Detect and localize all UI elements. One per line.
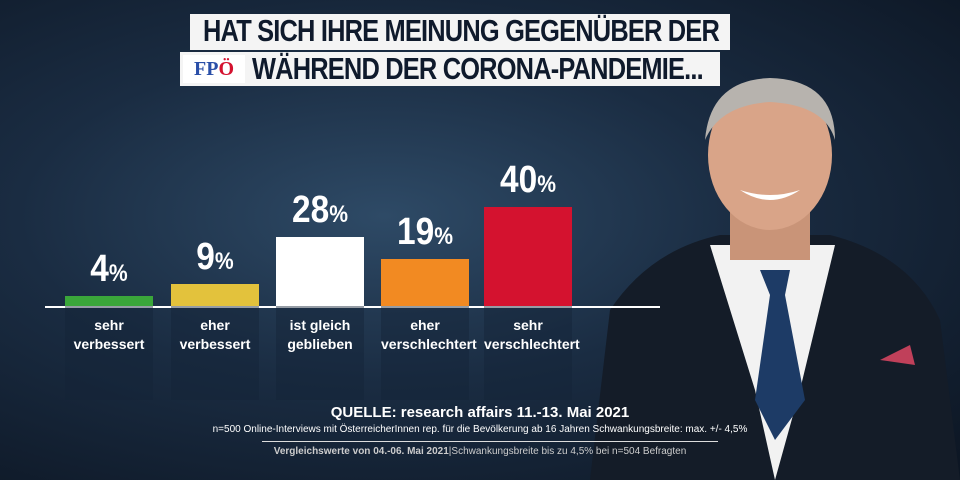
bar-4 — [484, 207, 572, 306]
label-column — [381, 306, 469, 400]
politician-photo — [590, 78, 960, 480]
title-line-1: HAT SICH IHRE MEINUNG GEGENÜBER DER — [203, 13, 720, 48]
chart-baseline — [45, 306, 660, 308]
bar-3 — [381, 258, 469, 306]
fpo-logo: FPÖ — [183, 55, 245, 83]
source-detail: n=500 Online-Interviews mit Österreicher… — [212, 424, 748, 435]
title-line-2: WÄHREND DER CORONA-PANDEMIE... — [252, 51, 704, 86]
label-column — [65, 306, 153, 400]
source-title: QUELLE: research affairs 11.-13. Mai 202… — [330, 404, 630, 421]
value-label: 28% — [292, 188, 348, 231]
label-column — [171, 306, 259, 400]
comparison-rest: |Schwankungsbreite bis zu 4,5% bei n=504… — [448, 446, 687, 457]
title-banner-2 — [180, 52, 720, 86]
value-label: 40% — [500, 159, 556, 201]
category-label: eher verbessert — [179, 317, 251, 352]
category-label: ist gleich geblieben — [287, 317, 353, 352]
label-column — [276, 306, 364, 400]
value-label: 9% — [196, 235, 234, 278]
bar-0 — [65, 296, 153, 306]
title-banner-1 — [190, 14, 730, 50]
divider — [262, 441, 718, 442]
comparison-note: Vergleichswerte von 04.-06. Mai 2021|Sch… — [0, 446, 960, 457]
bar-1 — [171, 283, 259, 306]
label-column — [484, 306, 572, 400]
category-label: eher verschlechtert — [381, 317, 477, 352]
bar-2 — [276, 236, 364, 306]
comparison-bold: Vergleichswerte von 04.-06. Mai 2021 — [273, 446, 449, 457]
value-label: 19% — [397, 210, 453, 253]
value-label: 4% — [90, 248, 128, 291]
category-label: sehr verbessert — [73, 317, 145, 352]
category-label: sehr verschlechtert — [484, 317, 580, 352]
